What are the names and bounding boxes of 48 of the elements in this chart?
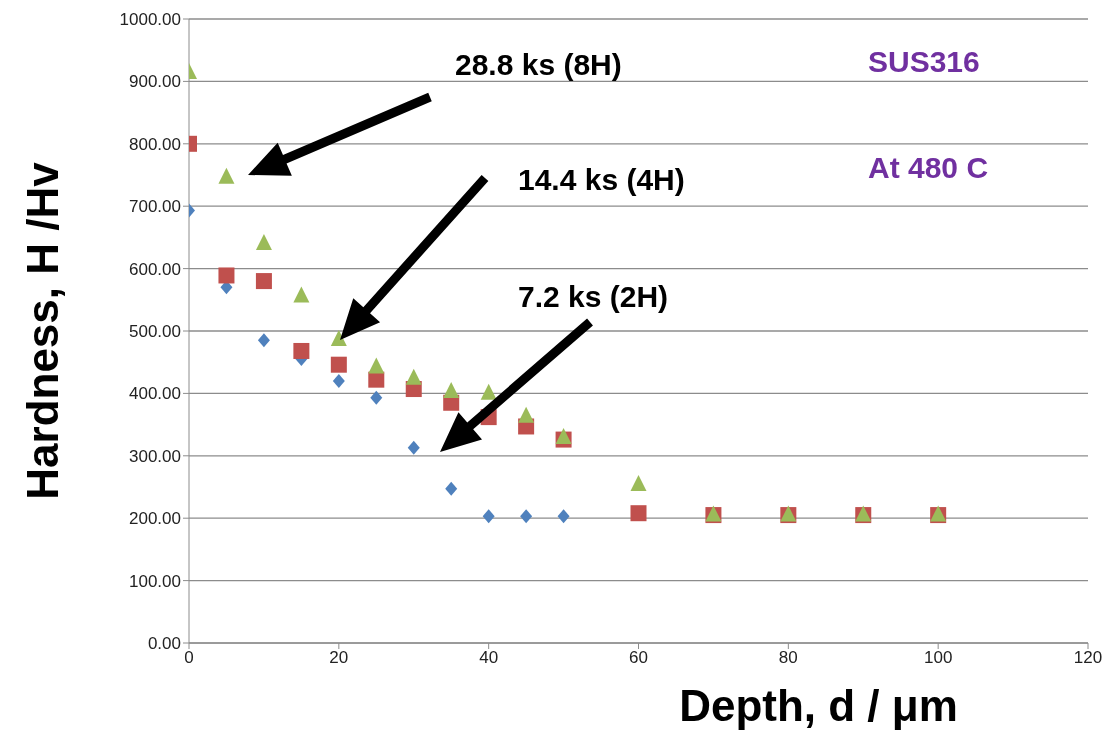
x-tick-label: 80 bbox=[778, 648, 798, 668]
annotation: SUS316 bbox=[868, 45, 980, 78]
point bbox=[368, 357, 385, 374]
point bbox=[405, 368, 422, 385]
annotation: 14.4 ks (4H) bbox=[518, 163, 685, 196]
y-tick-label: 0.00 bbox=[147, 634, 181, 654]
point bbox=[630, 474, 647, 491]
point bbox=[407, 440, 420, 455]
point bbox=[557, 509, 570, 524]
y-tick-label: 500.00 bbox=[129, 322, 181, 342]
point bbox=[370, 390, 383, 405]
x-tick-label: 0 bbox=[184, 648, 194, 668]
y-tick-label: 300.00 bbox=[129, 446, 181, 466]
point bbox=[630, 505, 647, 522]
point bbox=[480, 383, 497, 400]
x-tick-label: 60 bbox=[629, 648, 648, 668]
point bbox=[257, 333, 270, 348]
point bbox=[330, 356, 347, 373]
point bbox=[218, 167, 235, 184]
point bbox=[330, 330, 347, 347]
y-tick-label: 900.00 bbox=[129, 72, 181, 92]
annotation: 28.8 ks (8H) bbox=[455, 48, 622, 81]
y-tick-label: 700.00 bbox=[129, 197, 181, 217]
point bbox=[518, 406, 535, 423]
x-tick-label: 20 bbox=[329, 648, 349, 668]
point bbox=[293, 342, 310, 359]
y-tick-label: 800.00 bbox=[129, 134, 181, 154]
point bbox=[443, 381, 460, 398]
y-tick-label: 600.00 bbox=[129, 259, 181, 279]
x-tick-label: 120 bbox=[1073, 648, 1103, 668]
y-axis-title: Hardness, H /Hv bbox=[18, 161, 67, 500]
annotation: At 480 C bbox=[868, 151, 989, 184]
x-tick-label: 100 bbox=[923, 648, 953, 668]
annotation: 7.2 ks (2H) bbox=[518, 280, 669, 313]
y-tick-label: 400.00 bbox=[129, 384, 181, 404]
y-tick-label: 100.00 bbox=[129, 571, 181, 591]
x-tick-label: 40 bbox=[479, 648, 499, 668]
point bbox=[255, 234, 272, 251]
y-tick-label: 200.00 bbox=[129, 509, 181, 529]
y-tick-label: 1000.00 bbox=[119, 10, 181, 30]
point bbox=[482, 509, 495, 524]
point bbox=[445, 481, 458, 496]
point bbox=[293, 286, 310, 303]
point bbox=[520, 509, 533, 524]
point bbox=[255, 273, 272, 290]
point bbox=[332, 373, 345, 388]
point bbox=[218, 267, 235, 284]
x-axis-title: Depth, d / μm bbox=[679, 681, 958, 730]
